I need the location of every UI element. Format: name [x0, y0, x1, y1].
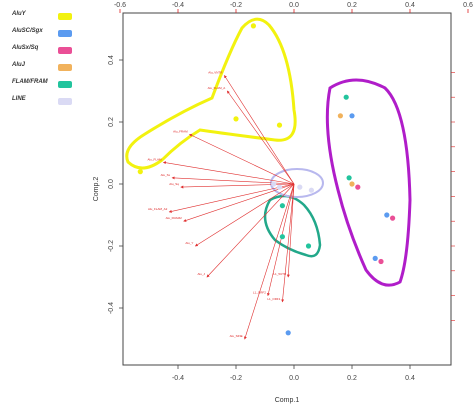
data-point: [372, 255, 378, 261]
axis-ticks: -0.4 -0.2 0.0 0.2 0.4 -0.4 -0.2 0.0 0.2 0.4 -0.6 -0…: [108, 2, 473, 382]
legend-item: AluSC/Sgx: [6, 27, 126, 42]
data-point: [233, 116, 239, 122]
legend-item: LINE: [6, 95, 126, 110]
loading-label: Alu_Sx: [161, 173, 171, 177]
top-tick-label: -0.4: [172, 2, 184, 9]
data-point: [305, 243, 312, 249]
group-hulls: [125, 17, 412, 287]
legend-label: LINE: [12, 96, 26, 102]
y-tick-label: 0.4: [108, 55, 115, 65]
loading-label: Alu_VNTR: [208, 71, 223, 75]
legend-swatch: [58, 98, 72, 105]
data-point: [279, 203, 285, 209]
data-point: [250, 23, 256, 29]
data-point: [378, 258, 384, 265]
data-point: [390, 215, 396, 221]
loading-arrow: [243, 183, 295, 340]
legend-label: FLAM/FRAM: [12, 79, 48, 85]
y-tick-label: 0.0: [108, 179, 115, 189]
loading-label: Alu_FLAM: [147, 157, 162, 161]
data-point: [276, 122, 283, 128]
plot-frame: [122, 12, 452, 366]
data-point: [279, 234, 285, 240]
loading-label: Alu_FRAM: [173, 129, 188, 133]
loading-label: Alu_J: [197, 272, 205, 276]
x-tick-label: 0.0: [289, 375, 299, 382]
loading-arrow: [194, 183, 295, 247]
legend-label: AluY: [12, 11, 26, 17]
y-tick-label: 0.2: [108, 117, 115, 127]
top-tick-label: 0.0: [289, 2, 299, 9]
data-point: [346, 175, 352, 181]
legend-label: AluJ: [12, 62, 26, 68]
x-tick-label: -0.4: [172, 375, 184, 382]
loading-label: Alu_Y: [185, 241, 193, 245]
data-point: [355, 184, 361, 190]
top-tick-label: -0.6: [114, 2, 126, 9]
legend-label: AluSx/Sq: [12, 45, 39, 51]
loading-label: Alu_FRAM2: [166, 216, 183, 220]
loading-arrow: [189, 134, 295, 185]
yellow-group-hull: [125, 17, 297, 170]
data-point: [285, 330, 291, 336]
legend-label: AluSC/Sgx: [12, 28, 43, 34]
loading-label: Alu_FLAM_A2: [148, 207, 168, 211]
data-point: [271, 181, 277, 187]
legend-swatch: [58, 13, 72, 20]
legend-item: AluSx/Sq: [6, 44, 126, 59]
x-tick-label: 0.2: [347, 375, 357, 382]
teal-group-hull: [263, 194, 322, 258]
legend-swatch: [58, 47, 72, 54]
data-point: [297, 184, 303, 190]
loading-label: Alu_FLAM_A: [208, 86, 226, 90]
loading-arrow: [224, 74, 295, 185]
legend-swatch: [58, 30, 72, 37]
data-point: [308, 187, 314, 193]
loading-label: Alu_SINE: [230, 334, 243, 338]
legend-item: AluY: [6, 10, 126, 25]
legend-item: FLAM/FRAM: [6, 78, 126, 93]
data-point: [384, 212, 390, 218]
legend-item: AluJ: [6, 61, 126, 76]
data-point: [349, 113, 355, 119]
y-tick-label: -0.2: [108, 240, 115, 252]
legend-swatch: [58, 81, 72, 88]
data-point: [276, 184, 283, 190]
loading-label: L1_ORF1: [267, 297, 280, 301]
loading-arrow: [226, 90, 295, 185]
data-point: [137, 169, 143, 175]
loading-arrow: [286, 183, 295, 278]
loading-label: Alu_Sq: [169, 182, 179, 186]
y-tick-label: -0.4: [108, 302, 115, 314]
top-tick-label: -0.2: [230, 2, 242, 9]
loading-arrow: [266, 183, 295, 297]
loading-arrow: [168, 183, 295, 213]
loading-arrow: [206, 183, 295, 278]
top-tick-label: 0.6: [463, 2, 473, 9]
loading-arrow: [183, 183, 295, 222]
magenta-group-hull: [325, 78, 412, 287]
data-point: [343, 94, 349, 100]
loading-arrow: [162, 161, 295, 185]
x-axis-title: Comp.1: [275, 397, 300, 404]
top-tick-label: 0.2: [347, 2, 357, 9]
loading-arrows: Alu_VNTR Alu_FLAM_A Alu_FRAM Alu_FLAM Alu_Sx…: [147, 71, 295, 340]
loading-label: L1_5UTR: [273, 272, 287, 276]
data-point: [349, 181, 355, 187]
data-points: [137, 23, 396, 336]
y-axis-title: Comp.2: [93, 177, 100, 202]
top-tick-label: 0.4: [405, 2, 415, 9]
loading-arrow: [281, 183, 295, 303]
legend: AluY AluSC/Sgx AluSx/Sq AluJ FLAM/FRAM L…: [6, 10, 126, 112]
data-point: [337, 113, 343, 119]
legend-swatch: [58, 64, 72, 71]
x-tick-label: 0.4: [405, 375, 415, 382]
x-tick-label: -0.2: [230, 375, 242, 382]
